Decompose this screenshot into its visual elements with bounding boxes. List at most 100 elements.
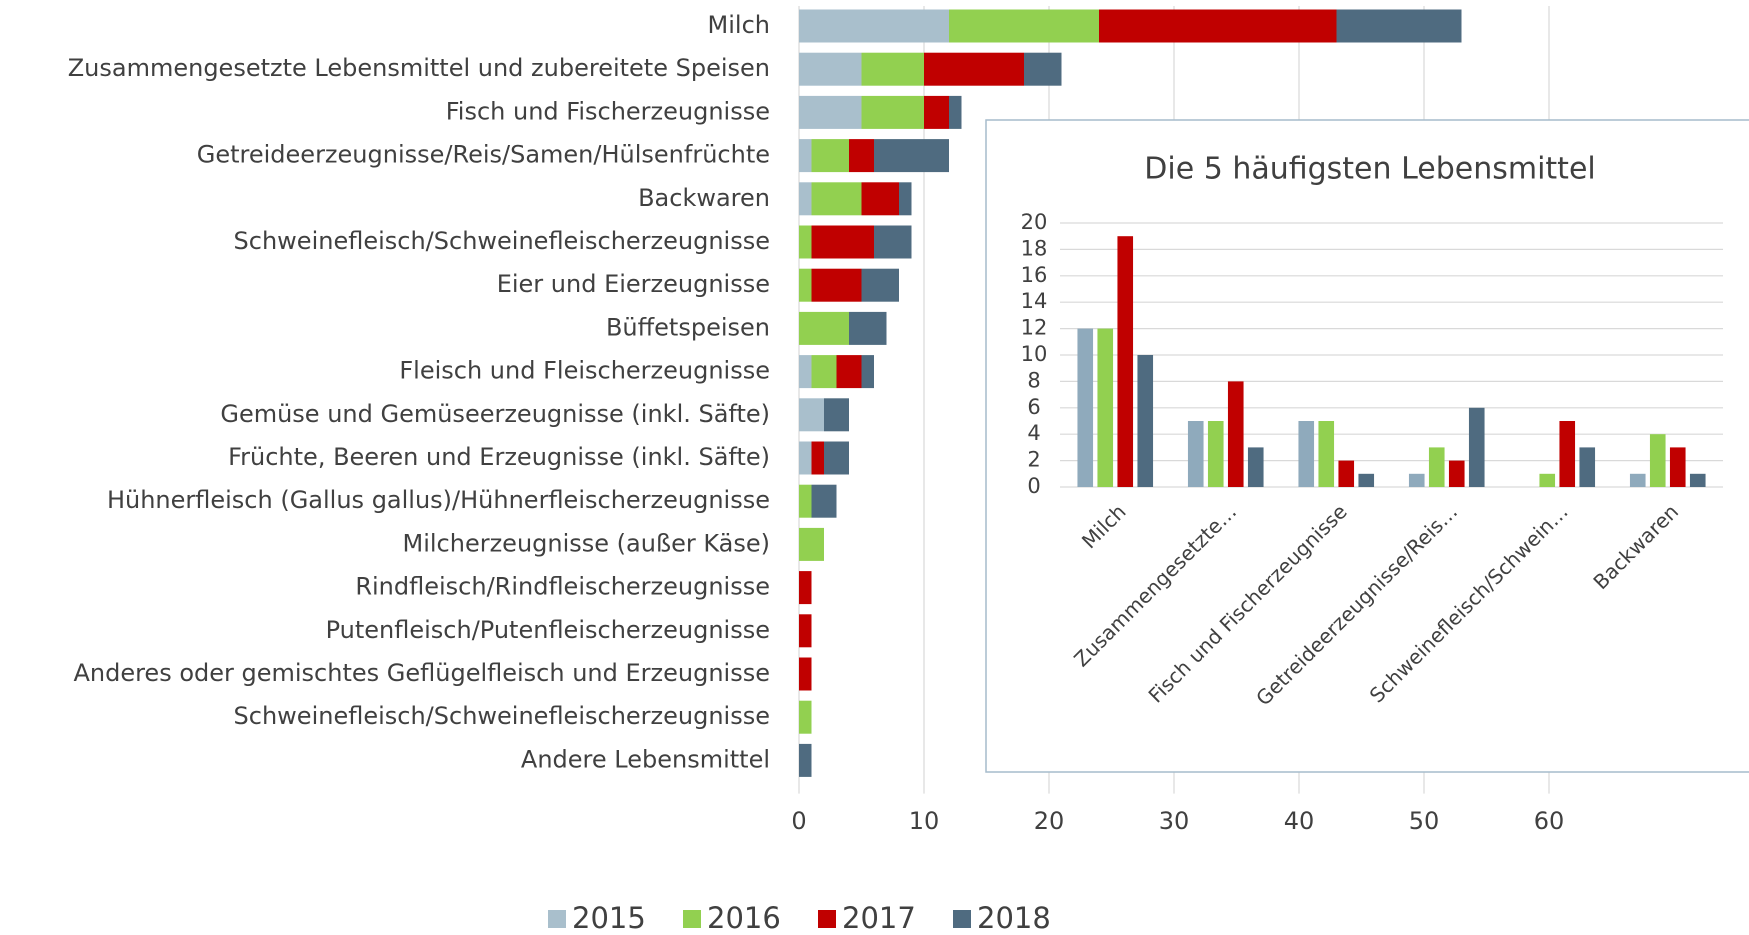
y-tick-label: 18 [1021, 236, 1048, 260]
bar [1689, 473, 1706, 487]
bar [1247, 447, 1264, 487]
bar-segment [799, 614, 812, 648]
bar-segment [824, 441, 849, 475]
y-tick-label: Andere Lebensmittel [521, 745, 770, 773]
y-tick-label: Eier und Eierzeugnisse [497, 270, 770, 298]
y-tick-label: Schweinefleisch/Schweinefleischerzeugnis… [234, 227, 770, 255]
bar-segment [799, 268, 812, 302]
y-tick-label: Getreideerzeugnisse/Reis/Samen/Hülsenfrü… [197, 141, 770, 169]
bar-segment [811, 139, 849, 173]
legend-label: 2015 [572, 901, 646, 935]
x-tick-label: 60 [1534, 807, 1565, 835]
bar-segment [799, 139, 812, 173]
bar-segment [811, 225, 874, 259]
bar-segment [811, 268, 862, 302]
legend-label: 2016 [707, 901, 781, 935]
y-tick-label: 12 [1021, 316, 1048, 340]
bar-segment [799, 311, 849, 345]
bar-segment [811, 355, 837, 389]
y-tick-label: Fisch und Fischerzeugnisse [446, 97, 770, 125]
y-tick-label: 4 [1027, 421, 1040, 445]
bar [1298, 421, 1315, 487]
bar [1559, 421, 1576, 487]
bar-segment [874, 139, 949, 173]
bar-segment [799, 484, 812, 518]
bar-segment [799, 527, 824, 561]
bar [1338, 460, 1355, 487]
y-tick-label: Fleisch und Fleischerzeugnisse [399, 357, 770, 385]
bar [1187, 421, 1204, 487]
bar-segment [1336, 9, 1462, 43]
bar-segment [861, 355, 874, 389]
bar-segment [799, 700, 812, 734]
x-tick-label: 50 [1409, 807, 1440, 835]
y-tick-label: 20 [1021, 210, 1048, 234]
y-tick-label: 0 [1027, 474, 1040, 498]
y-tick-label: Putenfleisch/Putenfleischerzeugnisse [326, 616, 770, 644]
bar-segment [861, 268, 899, 302]
bar-segment [811, 484, 837, 518]
y-tick-label: Backwaren [638, 184, 770, 212]
bar [1649, 434, 1666, 487]
x-tick-label: 40 [1284, 807, 1315, 835]
bar-segment [799, 95, 862, 129]
bar [1097, 328, 1114, 487]
bar-segment [824, 398, 849, 432]
bar-segment [924, 95, 949, 129]
bar-segment [799, 52, 862, 86]
bar-segment [874, 225, 912, 259]
bar-segment [849, 311, 887, 345]
x-tick-label: 30 [1159, 807, 1190, 835]
bar-segment [849, 139, 874, 173]
bar [1539, 473, 1556, 487]
y-tick-label: Schweinefleisch/Schweinefleischerzeugnis… [234, 702, 770, 730]
bar [1207, 421, 1224, 487]
bar [1077, 328, 1094, 487]
y-tick-label: 10 [1021, 342, 1048, 366]
legend-label: 2018 [977, 901, 1051, 935]
y-tick-label: Früchte, Beeren und Erzeugnisse (inkl. S… [228, 443, 770, 471]
chart-title: Die 5 häufigsten Lebensmittel [1144, 152, 1595, 187]
bar [1358, 473, 1375, 487]
y-tick-label: 16 [1021, 263, 1048, 287]
bar [1669, 447, 1686, 487]
y-tick-label: Anderes oder gemischtes Geflügelfleisch … [73, 659, 770, 687]
bar [1318, 421, 1335, 487]
bar-segment [799, 441, 812, 475]
bar-segment [861, 52, 924, 86]
bar [1408, 473, 1425, 487]
x-tick-label: 10 [909, 807, 940, 835]
legend-swatch [683, 910, 701, 928]
y-tick-label: Zusammengesetzte Lebensmittel und zubere… [68, 54, 770, 82]
bar [1629, 473, 1646, 487]
bar-segment [811, 441, 824, 475]
bar [1428, 447, 1445, 487]
bar-segment [1024, 52, 1062, 86]
bar-segment [799, 743, 812, 777]
y-tick-label: 14 [1021, 289, 1048, 313]
bar [1117, 236, 1134, 487]
inset-frame [985, 119, 1749, 773]
x-tick-label: 0 [791, 807, 806, 835]
bar-segment [811, 182, 862, 216]
bar-segment [799, 182, 812, 216]
bar-segment [924, 52, 1024, 86]
bar-segment [799, 355, 812, 389]
bar-segment [899, 182, 912, 216]
bar [1579, 447, 1596, 487]
bar-segment [799, 398, 824, 432]
bar [1137, 355, 1154, 487]
y-tick-label: Hühnerfleisch (Gallus gallus)/Hühnerflei… [107, 486, 770, 514]
bar-segment [861, 182, 899, 216]
bar-segment [799, 571, 812, 605]
y-tick-label: Gemüse und Gemüseerzeugnisse (inkl. Säft… [220, 400, 770, 428]
bar-segment [861, 95, 924, 129]
legend-swatch [818, 910, 836, 928]
y-tick-label: 8 [1027, 368, 1040, 392]
y-tick-label: Milch [708, 11, 770, 39]
bar-segment [836, 355, 862, 389]
bar-segment [1099, 9, 1337, 43]
y-tick-label: Büffetspeisen [606, 313, 770, 341]
y-tick-label: Milcherzeugnisse (außer Käse) [403, 529, 771, 557]
bar [1227, 381, 1244, 487]
